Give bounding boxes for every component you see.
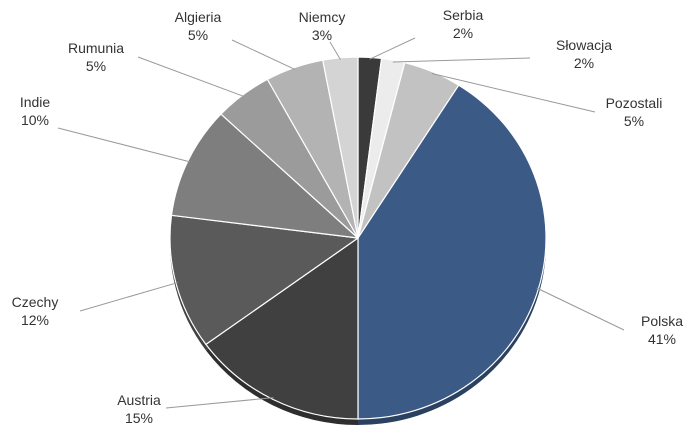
slice-label-czechy: Czechy 12% [12,294,59,328]
slice-label-austria: Austria 15% [117,392,161,426]
pie-slice-layer [169,56,547,420]
slice-label-name: Niemcy [299,9,346,25]
slice-label-layer: Serbia 2% Słowacja 2% Pozostali 5% Polska 41% Au… [12,7,684,426]
slice-label-pozostali: Pozostali 5% [606,95,663,129]
leader-line-slowacja [392,57,531,63]
slice-label-value: 10% [21,112,49,128]
slice-label-algieria: Algieria 5% [175,9,222,43]
leader-line-serbia [369,37,416,60]
slice-label-value: 5% [624,113,644,129]
slice-label-serbia: Serbia 2% [443,7,484,41]
pie-slice-niemcy [322,56,359,239]
slice-label-name: Indie [20,94,51,110]
leader-line-polska [536,287,625,331]
leader-line-indie [57,127,190,163]
slice-label-value: 3% [312,27,332,43]
slice-label-rumunia: Rumunia 5% [68,40,124,74]
leader-line-pozostali [431,73,596,113]
slice-label-name: Algieria [175,9,222,25]
slice-label-name: Pozostali [606,95,663,111]
pie-slice-austria [205,237,359,420]
slice-label-name: Słowacja [556,37,612,53]
slice-label-indie: Indie 10% [20,94,51,128]
leader-line-czechy [79,282,178,312]
slice-label-name: Austria [117,392,161,408]
slice-label-slowacja: Słowacja 2% [556,37,612,71]
slice-label-value: 5% [86,58,106,74]
slice-label-value: 15% [125,410,153,426]
slice-label-niemcy: Niemcy 3% [299,9,346,43]
slice-label-name: Rumunia [68,40,124,56]
leader-line-austria [165,397,274,409]
leader-line-niemcy [329,41,341,60]
slice-label-value: 5% [188,27,208,43]
slice-label-name: Polska [641,313,683,329]
slice-label-name: Serbia [443,7,484,23]
leader-line-layer [57,37,625,409]
slice-label-value: 12% [21,312,49,328]
slice-label-value: 2% [574,55,594,71]
slice-label-value: 2% [453,25,473,41]
slice-label-polska: Polska 41% [641,313,683,347]
leader-line-algieria [231,39,296,70]
slice-label-value: 41% [648,331,676,347]
leader-line-rumunia [137,56,245,97]
slice-label-name: Czechy [12,294,59,310]
